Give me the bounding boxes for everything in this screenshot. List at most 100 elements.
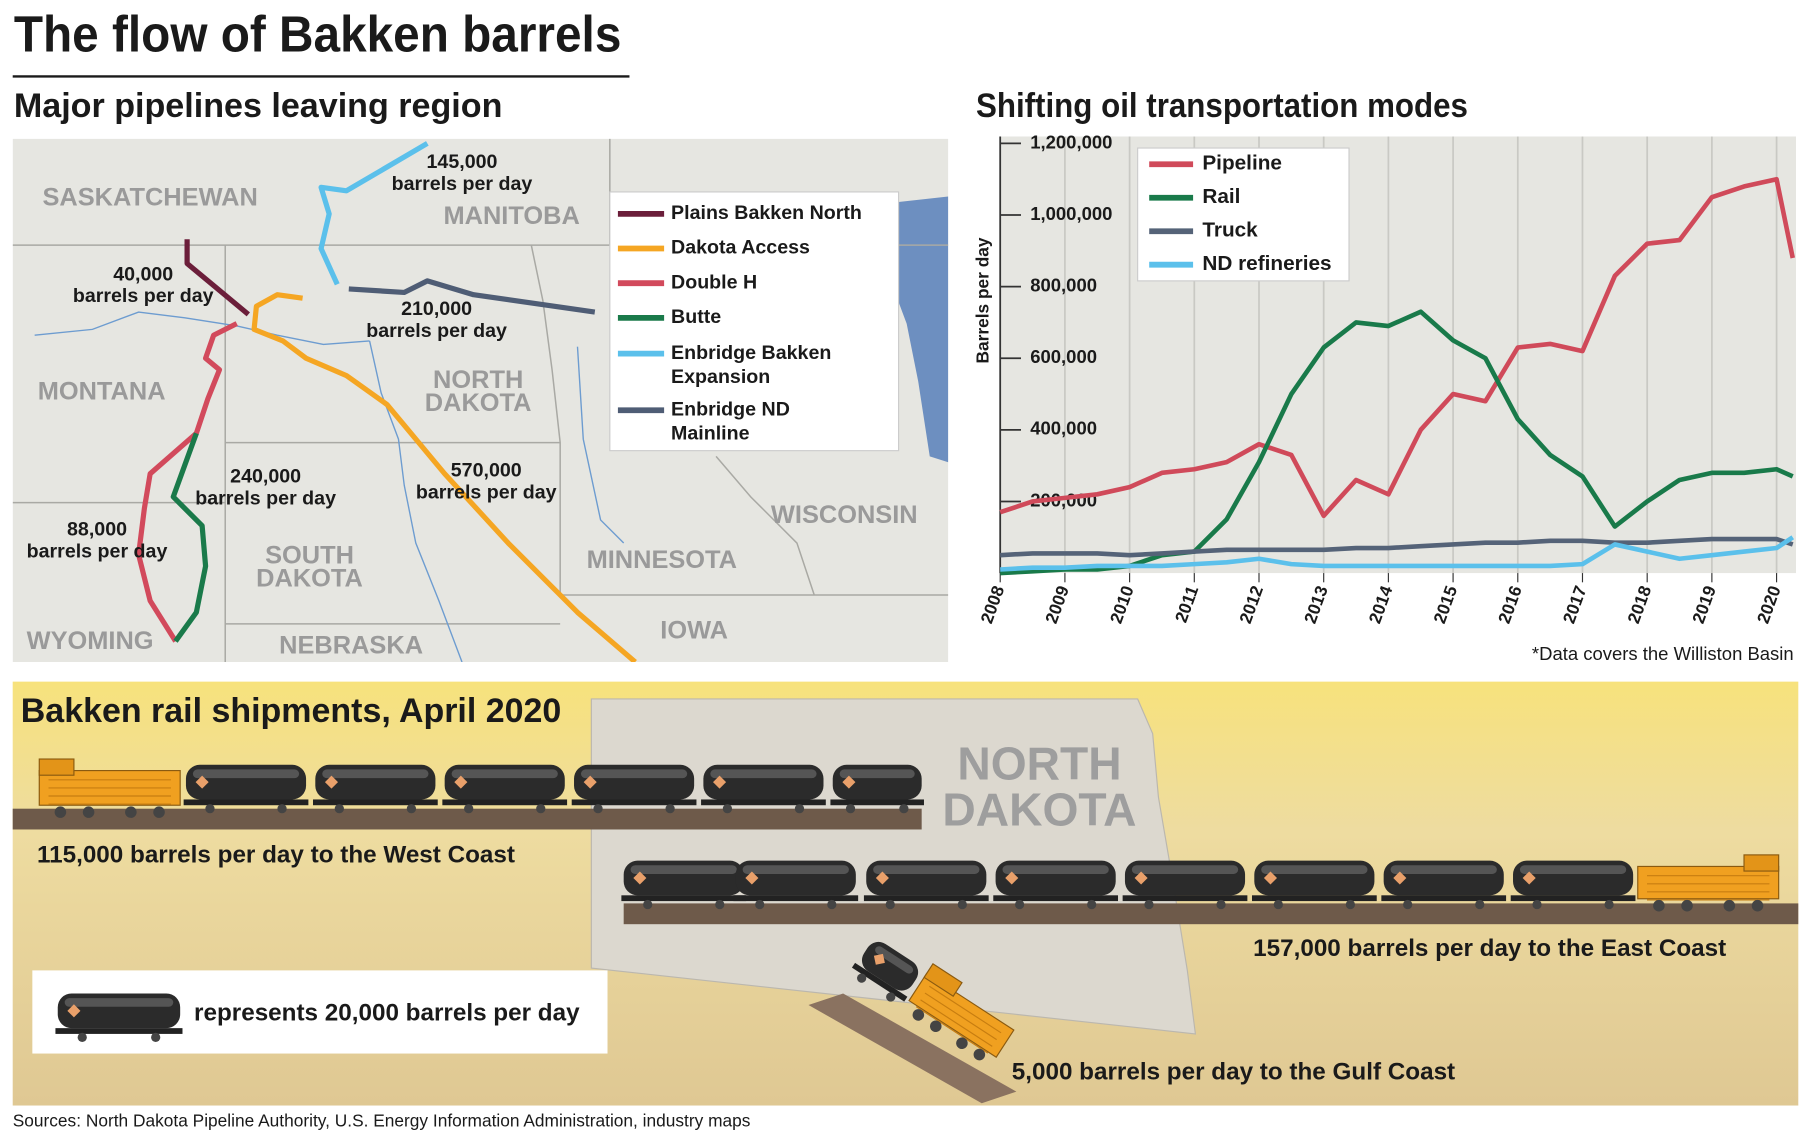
wheel xyxy=(665,804,675,814)
wheel xyxy=(82,806,95,818)
wheel xyxy=(912,1009,925,1021)
tank-car-band xyxy=(1131,865,1239,874)
lake xyxy=(889,196,949,463)
wheel xyxy=(1345,899,1356,910)
wheel xyxy=(755,899,765,910)
x-tick-label: 2018 xyxy=(1623,583,1655,626)
wheel xyxy=(1273,899,1283,910)
tank-car-band xyxy=(1519,865,1627,874)
pipeline-route xyxy=(170,432,209,643)
wheel xyxy=(1475,899,1485,910)
series-line xyxy=(1000,535,1795,572)
series-line xyxy=(999,176,1796,519)
pipeline-route xyxy=(348,278,596,315)
river xyxy=(34,311,370,346)
pipeline-route xyxy=(251,292,637,663)
wheel xyxy=(643,899,653,910)
locomotive xyxy=(1637,865,1780,900)
wheel xyxy=(885,899,895,910)
series-line xyxy=(1000,536,1794,558)
tank-car-frame xyxy=(830,799,924,806)
track xyxy=(12,808,922,830)
state-border xyxy=(530,244,561,596)
flow-unit: barrels per day xyxy=(416,482,557,504)
flow-unit: barrels per day xyxy=(27,540,168,562)
locomotive-stripe xyxy=(915,1006,989,1054)
x-tick-label: 2013 xyxy=(1300,583,1332,626)
rail-title: Bakken rail shipments, April 2020 xyxy=(21,692,562,730)
wheel xyxy=(929,1020,942,1033)
route-label: 157,000 barrels per day to the East Coas… xyxy=(1253,935,1726,962)
locomotive-stripe xyxy=(929,985,1002,1034)
wheel xyxy=(899,804,909,814)
tank-car-band xyxy=(1390,865,1497,874)
wheel xyxy=(1014,899,1025,910)
placard xyxy=(454,775,468,789)
wheel xyxy=(151,1032,161,1042)
wheel xyxy=(1604,899,1614,910)
tank-car-band xyxy=(742,865,849,874)
locomotive-cab xyxy=(1743,854,1780,872)
y-tick-label: 1,000,000 xyxy=(1030,203,1112,224)
tank-car-frame xyxy=(55,1028,183,1034)
region-label: IOWA xyxy=(660,617,728,645)
wheel xyxy=(957,899,967,910)
tank-car-band xyxy=(64,998,174,1007)
map-title: Major pipelines leaving region xyxy=(14,87,503,125)
region-label: MINNESOTA xyxy=(587,546,737,574)
region-label: WYOMING xyxy=(27,627,154,655)
tank-car-frame xyxy=(312,799,438,806)
tank-car-band xyxy=(580,769,688,779)
tank-car-band xyxy=(322,769,429,779)
x-tick-label: 2009 xyxy=(1041,583,1073,626)
tank-car-band xyxy=(1002,865,1109,874)
wheel xyxy=(1751,899,1764,912)
x-tick-label: 2011 xyxy=(1171,583,1203,625)
legend-label: Expansion xyxy=(671,366,770,388)
x-tick-label: 2020 xyxy=(1753,583,1785,626)
page-title: The flow of Bakken barrels xyxy=(14,6,622,63)
wheel xyxy=(794,804,805,814)
x-tick-label: 2008 xyxy=(976,583,1008,626)
wheel xyxy=(722,804,733,814)
chart-title: Shifting oil transportation modes xyxy=(976,87,1468,125)
wheel xyxy=(406,804,417,814)
x-tick-label: 2010 xyxy=(1106,583,1138,626)
state-border xyxy=(715,455,815,596)
wheel xyxy=(827,899,837,910)
flow-amount: 570,000 xyxy=(451,460,522,482)
region-label: DAKOTA xyxy=(425,389,532,417)
region-label: DAKOTA xyxy=(256,565,363,593)
pipeline-route xyxy=(318,141,429,286)
placard xyxy=(745,871,759,885)
wheel xyxy=(153,806,165,818)
state-label: DAKOTA xyxy=(942,784,1136,836)
flow-amount: 88,000 xyxy=(67,519,127,541)
wheel xyxy=(973,1048,986,1061)
wheel xyxy=(593,804,603,814)
wheel xyxy=(1681,899,1693,912)
region-label: SOUTH xyxy=(265,542,354,570)
x-tick-label: 2014 xyxy=(1364,583,1396,626)
wheel xyxy=(1216,899,1226,910)
x-tick-label: 2017 xyxy=(1559,583,1591,626)
flow-amount: 40,000 xyxy=(113,263,173,285)
legend-label: Plains Bakken North xyxy=(671,202,862,224)
legend-label: Pipeline xyxy=(1202,152,1282,175)
wheel xyxy=(277,804,287,814)
placard xyxy=(1134,871,1148,885)
placard xyxy=(1005,871,1019,885)
placard xyxy=(324,775,339,789)
legend-label: Rail xyxy=(1202,185,1240,208)
chart-note: *Data covers the Williston Basin xyxy=(1532,643,1794,664)
region-label: SASKATCHEWAN xyxy=(42,184,257,212)
legend-label: Dakota Access xyxy=(671,237,810,259)
locomotive xyxy=(908,972,1015,1059)
legend-box xyxy=(1137,147,1350,282)
y-tick-label: 800,000 xyxy=(1030,275,1097,296)
tank-car-band xyxy=(710,769,817,779)
wheel xyxy=(1723,899,1736,912)
track xyxy=(623,903,1799,925)
